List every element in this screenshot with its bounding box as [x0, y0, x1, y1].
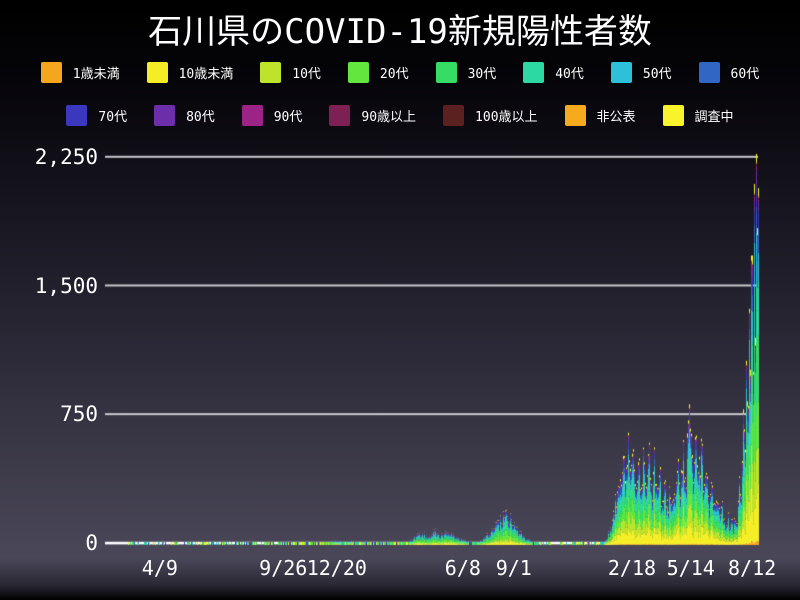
- legend-label: 40代: [555, 67, 584, 82]
- legend-label: 調査中: [694, 110, 734, 125]
- legend-item-60s: 60代: [698, 62, 760, 83]
- legend-label: 1歳未満: [72, 67, 120, 82]
- x-axis-label-sep26: 9/26: [259, 556, 308, 580]
- legend-label: 80代: [186, 110, 215, 125]
- y-axis-label-750: 750: [60, 402, 98, 427]
- legend-item-80s: 80代: [154, 105, 215, 126]
- legend-label: 90代: [273, 110, 303, 125]
- legend-swatch: [146, 62, 168, 83]
- legend-swatch: [241, 105, 263, 126]
- legend-item-30s: 30代: [435, 62, 497, 83]
- legend-row-2: 70代 80代 90代 90歳以上 100歳以上 非公表 調査中: [0, 105, 800, 126]
- legend-swatch: [435, 62, 457, 83]
- legend-item-over-100: 100歳以上: [443, 105, 538, 126]
- legend-item-70s: 70代: [66, 105, 127, 126]
- legend-label: 50代: [642, 67, 672, 82]
- legend-label: 10歳未満: [178, 67, 234, 82]
- legend-item-under-10: 10歳未満: [146, 62, 234, 83]
- legend-swatch: [443, 105, 465, 126]
- legend-label: 100歳以上: [475, 110, 538, 125]
- y-axis-label-0: 0: [85, 531, 98, 555]
- legend-item-10s: 10代: [260, 62, 321, 83]
- legend-label: 90歳以上: [361, 110, 417, 125]
- legend-swatch: [40, 62, 62, 83]
- legend-swatch: [523, 62, 545, 83]
- x-axis-label-apr9: 4/9: [141, 556, 178, 580]
- y-axis-label-1500: 1,500: [34, 273, 98, 298]
- legend-label: 10代: [292, 67, 321, 82]
- x-axis-label-aug12: 8/12: [728, 556, 777, 580]
- x-axis-label-feb18: 2/18: [607, 556, 657, 580]
- legend-item-20s: 20代: [347, 62, 409, 83]
- x-axis-label-sep1: 9/1: [495, 556, 532, 580]
- legend-swatch: [347, 62, 369, 83]
- legend-label: 20代: [379, 67, 409, 82]
- x-axis-label-may14: 5/14: [666, 556, 715, 580]
- x-axis-label-dec20: 12/20: [306, 556, 367, 580]
- legend-swatch: [260, 62, 282, 83]
- legend-item-50s: 50代: [610, 62, 672, 83]
- page-title: 石川県のCOVID-19新規陽性者数: [148, 12, 652, 52]
- legend-swatch: [564, 105, 586, 126]
- legend-item-under-investigation: 調査中: [662, 105, 734, 126]
- x-axis-label-jun8: 6/8: [444, 556, 481, 580]
- legend-item-90s: 90代: [241, 105, 303, 126]
- legend-item-under-1: 1歳未満: [40, 62, 120, 83]
- legend-swatch: [610, 62, 632, 83]
- legend-label: 60代: [730, 67, 760, 82]
- legend-swatch: [698, 62, 720, 83]
- legend-swatch: [662, 105, 684, 126]
- legend-swatch: [154, 105, 176, 126]
- legend-item-40s: 40代: [523, 62, 584, 83]
- legend-swatch: [329, 105, 351, 126]
- y-axis-label-2250: 2,250: [34, 145, 98, 169]
- legend-item-not-disclosed: 非公表: [564, 105, 636, 126]
- legend-swatch: [66, 105, 88, 126]
- legend-row-1: 1歳未満 10歳未満 10代 20代 30代 40代 50代 60代: [0, 62, 800, 83]
- legend-label: 70代: [98, 110, 128, 125]
- legend-label: 非公表: [596, 110, 636, 125]
- legend-item-over-90: 90歳以上: [329, 105, 416, 126]
- legend-label: 30代: [467, 67, 497, 82]
